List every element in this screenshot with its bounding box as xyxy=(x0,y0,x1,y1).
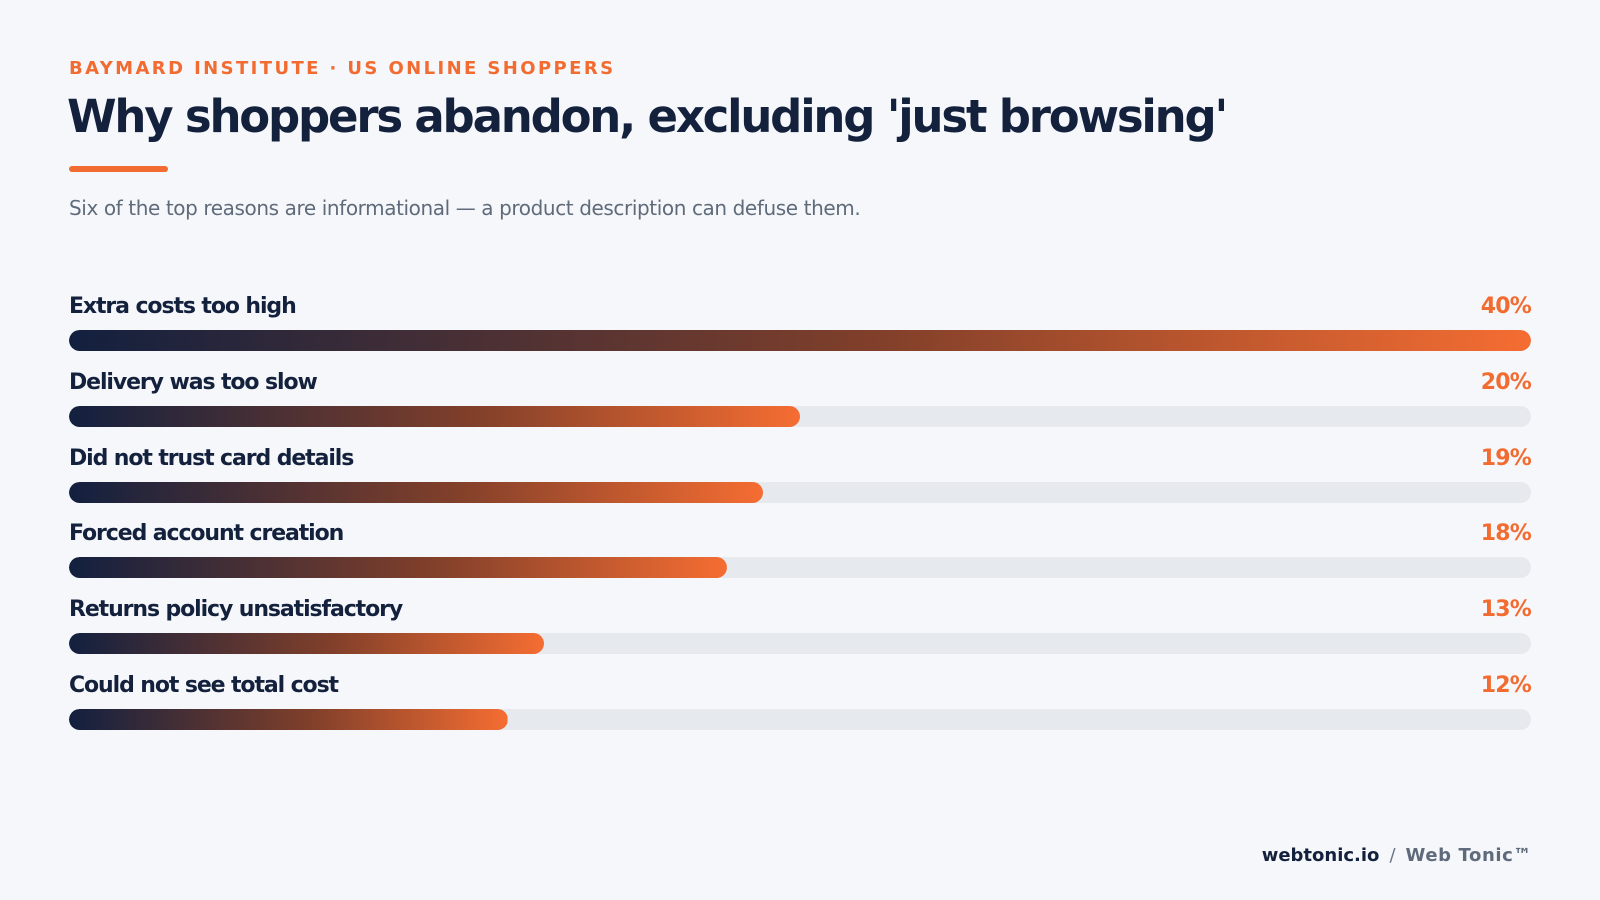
bar xyxy=(69,709,508,730)
bar xyxy=(69,405,800,427)
bar-label: Did not trust card details xyxy=(69,445,354,471)
bar-row: Forced account creation 18% xyxy=(69,521,1532,581)
bar-row: Returns policy unsatisfactory 13% xyxy=(69,597,1532,657)
bar xyxy=(69,330,1531,351)
bar-value-label: 20% xyxy=(1480,369,1532,395)
title-underline xyxy=(69,166,168,172)
footer-separator: / xyxy=(1389,845,1396,866)
bar-row: Could not see total cost 12% xyxy=(69,673,1532,733)
bar-track xyxy=(69,405,1531,427)
footer-site: webtonic.io xyxy=(1261,845,1380,866)
chart-kicker: BAYMARD INSTITUTE · US ONLINE SHOPPERS xyxy=(69,58,616,79)
bar-value-label: 40% xyxy=(1480,294,1532,319)
bar-row: Extra costs too high 40% xyxy=(69,294,1532,354)
bar-label: Forced account creation xyxy=(69,521,344,547)
bar-label: Extra costs too high xyxy=(69,294,297,319)
bar xyxy=(69,481,764,503)
bar-value-label: 19% xyxy=(1480,445,1532,471)
footer-credit: webtonic.io / Web Tonic™ xyxy=(1262,845,1532,866)
bar-label: Delivery was too slow xyxy=(69,369,318,395)
bar-chart: Extra costs too high 40% Delivery was too … xyxy=(69,0,1532,760)
bar xyxy=(69,633,545,655)
bar-row: Delivery was too slow 20% xyxy=(69,369,1532,430)
bar-track xyxy=(69,709,1531,730)
chart-title: Why shoppers abandon, excluding 'just br… xyxy=(67,90,1228,143)
bar-value-label: 13% xyxy=(1480,597,1532,623)
bar-label: Returns policy unsatisfactory xyxy=(69,597,403,623)
bar-label: Could not see total cost xyxy=(69,673,339,698)
bar-track xyxy=(69,481,1531,503)
bar xyxy=(69,557,727,579)
footer-brand: Web Tonic™ xyxy=(1405,845,1532,866)
bar-track xyxy=(69,557,1531,579)
bar-track xyxy=(69,330,1531,351)
bar-row: Did not trust card details 19% xyxy=(69,445,1532,506)
bar-value-label: 12% xyxy=(1480,673,1532,698)
bar-track xyxy=(69,633,1531,655)
chart-subtitle: Six of the top reasons are informational… xyxy=(69,196,861,220)
bar-value-label: 18% xyxy=(1480,521,1532,547)
